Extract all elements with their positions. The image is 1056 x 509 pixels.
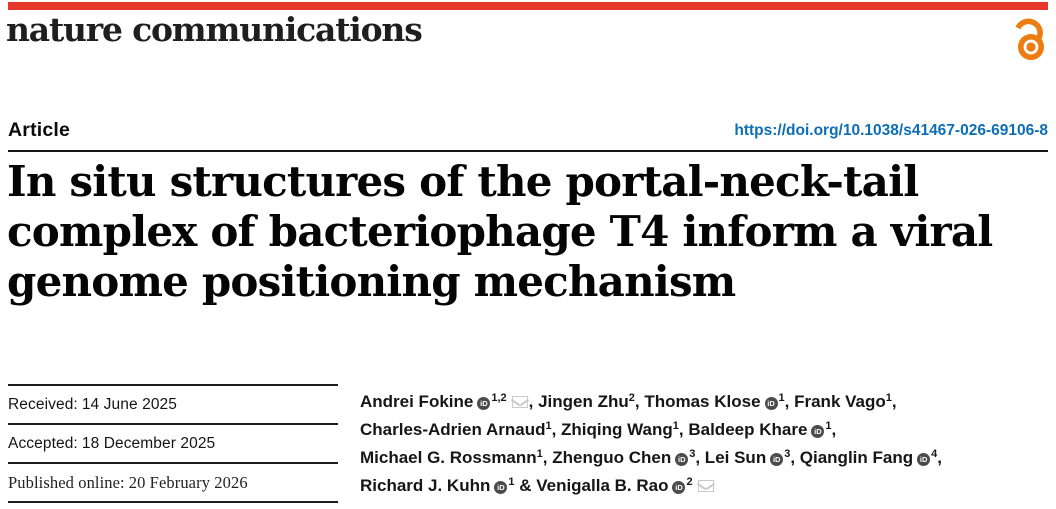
author-name: Charles-Adrien Arnaud xyxy=(360,420,546,439)
orcid-icon[interactable]: iD xyxy=(764,397,778,410)
author-name: , Zhiqing Wang xyxy=(551,420,673,439)
author-name: , Lei Sun xyxy=(695,448,767,467)
article-dates-table: Received: 14 June 2025 Accepted: 18 Dece… xyxy=(8,384,338,503)
masthead-red-bar xyxy=(8,2,1048,10)
corresponding-author-email-icon[interactable] xyxy=(511,396,528,408)
affiliation-superscript: 1 xyxy=(672,420,679,432)
author-name: , Baldeep Khare xyxy=(678,420,808,439)
affiliation-superscript: 1 xyxy=(508,476,515,488)
affiliation-superscript: 1,2 xyxy=(491,392,507,404)
author-name: & Venigalla B. Rao xyxy=(514,476,669,495)
open-access-icon xyxy=(1015,18,1044,60)
author-name: , Frank Vago xyxy=(784,392,886,411)
page-title: In situ structures of the portal-neck-ta… xyxy=(7,157,1047,307)
affiliation-superscript: 1 xyxy=(545,420,552,432)
affiliation-superscript: 2 xyxy=(686,476,693,488)
affiliation-superscript: 3 xyxy=(784,448,791,460)
author-line: Michael G. Rossmann1, Zhenguo Chen iD 3, L… xyxy=(360,445,1052,473)
date-row-received: Received: 14 June 2025 xyxy=(8,384,338,423)
page-title-line: genome positioning mechanism xyxy=(7,257,736,306)
affiliation-superscript: 2 xyxy=(628,392,635,404)
orcid-icon[interactable]: iD xyxy=(477,397,491,410)
author-line: Andrei Fokine iD 1,2, Jingen Zhu2, Thomas … xyxy=(360,389,1052,417)
corresponding-author-email-icon[interactable] xyxy=(697,480,714,492)
author-list: Andrei Fokine iD 1,2, Jingen Zhu2, Thomas … xyxy=(360,389,1052,501)
date-value: 14 June 2025 xyxy=(81,395,177,413)
date-row-accepted: Accepted: 18 December 2025 xyxy=(8,423,338,462)
date-value: 18 December 2025 xyxy=(81,434,216,452)
author-name: , xyxy=(891,392,897,411)
page-title-line: complex of bacteriophage T4 inform a vir… xyxy=(7,207,993,256)
author-name: Michael G. Rossmann xyxy=(360,448,537,467)
author-name: Richard J. Kuhn xyxy=(360,476,491,495)
affiliation-superscript: 4 xyxy=(931,448,938,460)
doi-link[interactable]: https://doi.org/10.1038/s41467-026-69106… xyxy=(734,122,1048,139)
affiliation-superscript: 3 xyxy=(689,448,696,460)
affiliation-superscript: 1 xyxy=(885,392,892,404)
author-line: Richard J. Kuhn iD 1 & Venigalla B. Rao iD 2 xyxy=(360,473,1052,501)
author-name: , Jingen Zhu xyxy=(528,392,629,411)
page-title-line: In situ structures of the portal-neck-ta… xyxy=(7,157,919,206)
affiliation-superscript: 1 xyxy=(778,392,785,404)
affiliation-superscript: 1 xyxy=(536,448,543,460)
author-name: , Thomas Klose xyxy=(634,392,761,411)
journal-logo: nature communications xyxy=(6,10,423,49)
date-label: Published online: xyxy=(8,472,125,492)
orcid-icon[interactable]: iD xyxy=(917,453,931,466)
header-rule xyxy=(8,150,1048,152)
orcid-icon[interactable]: iD xyxy=(811,425,825,438)
author-name: Andrei Fokine xyxy=(360,392,474,411)
author-line: Charles-Adrien Arnaud1, Zhiqing Wang1, B… xyxy=(360,417,1052,445)
orcid-icon[interactable]: iD xyxy=(672,481,686,494)
orcid-icon[interactable]: iD xyxy=(494,481,508,494)
author-name: , xyxy=(831,420,837,439)
author-name: , xyxy=(937,448,942,467)
date-row-published-online: Published online: 20 February 2026 xyxy=(8,462,338,501)
affiliation-superscript: 1 xyxy=(825,420,832,432)
date-value: 20 February 2026 xyxy=(128,472,248,492)
author-name: , Zhenguo Chen xyxy=(542,448,672,467)
date-label: Accepted: xyxy=(8,434,78,452)
orcid-icon[interactable]: iD xyxy=(675,453,689,466)
article-type-label: Article xyxy=(8,119,71,141)
author-name: , Qianglin Fang xyxy=(790,448,914,467)
orcid-icon[interactable]: iD xyxy=(770,453,784,466)
date-label: Received: xyxy=(8,395,78,413)
